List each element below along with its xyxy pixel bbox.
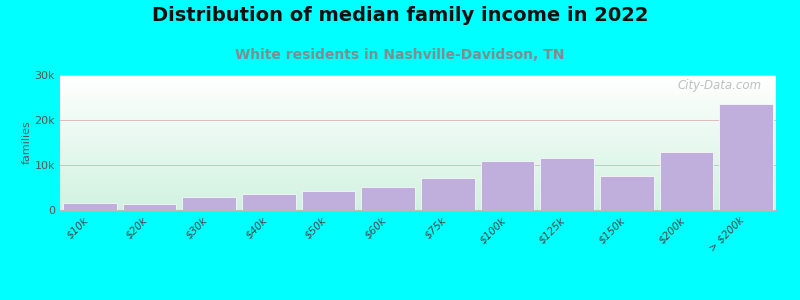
- Text: White residents in Nashville-Davidson, TN: White residents in Nashville-Davidson, T…: [235, 48, 565, 62]
- Bar: [242, 194, 296, 210]
- Bar: [660, 152, 714, 210]
- Bar: [182, 197, 236, 210]
- Bar: [421, 178, 474, 210]
- Bar: [63, 203, 117, 210]
- Bar: [540, 158, 594, 210]
- Text: Distribution of median family income in 2022: Distribution of median family income in …: [152, 6, 648, 25]
- Y-axis label: families: families: [22, 121, 32, 164]
- Text: City-Data.com: City-Data.com: [678, 79, 762, 92]
- Bar: [302, 191, 355, 210]
- Bar: [600, 176, 654, 210]
- Bar: [362, 187, 415, 210]
- Bar: [719, 104, 773, 210]
- Bar: [481, 160, 534, 210]
- Bar: [122, 204, 176, 210]
